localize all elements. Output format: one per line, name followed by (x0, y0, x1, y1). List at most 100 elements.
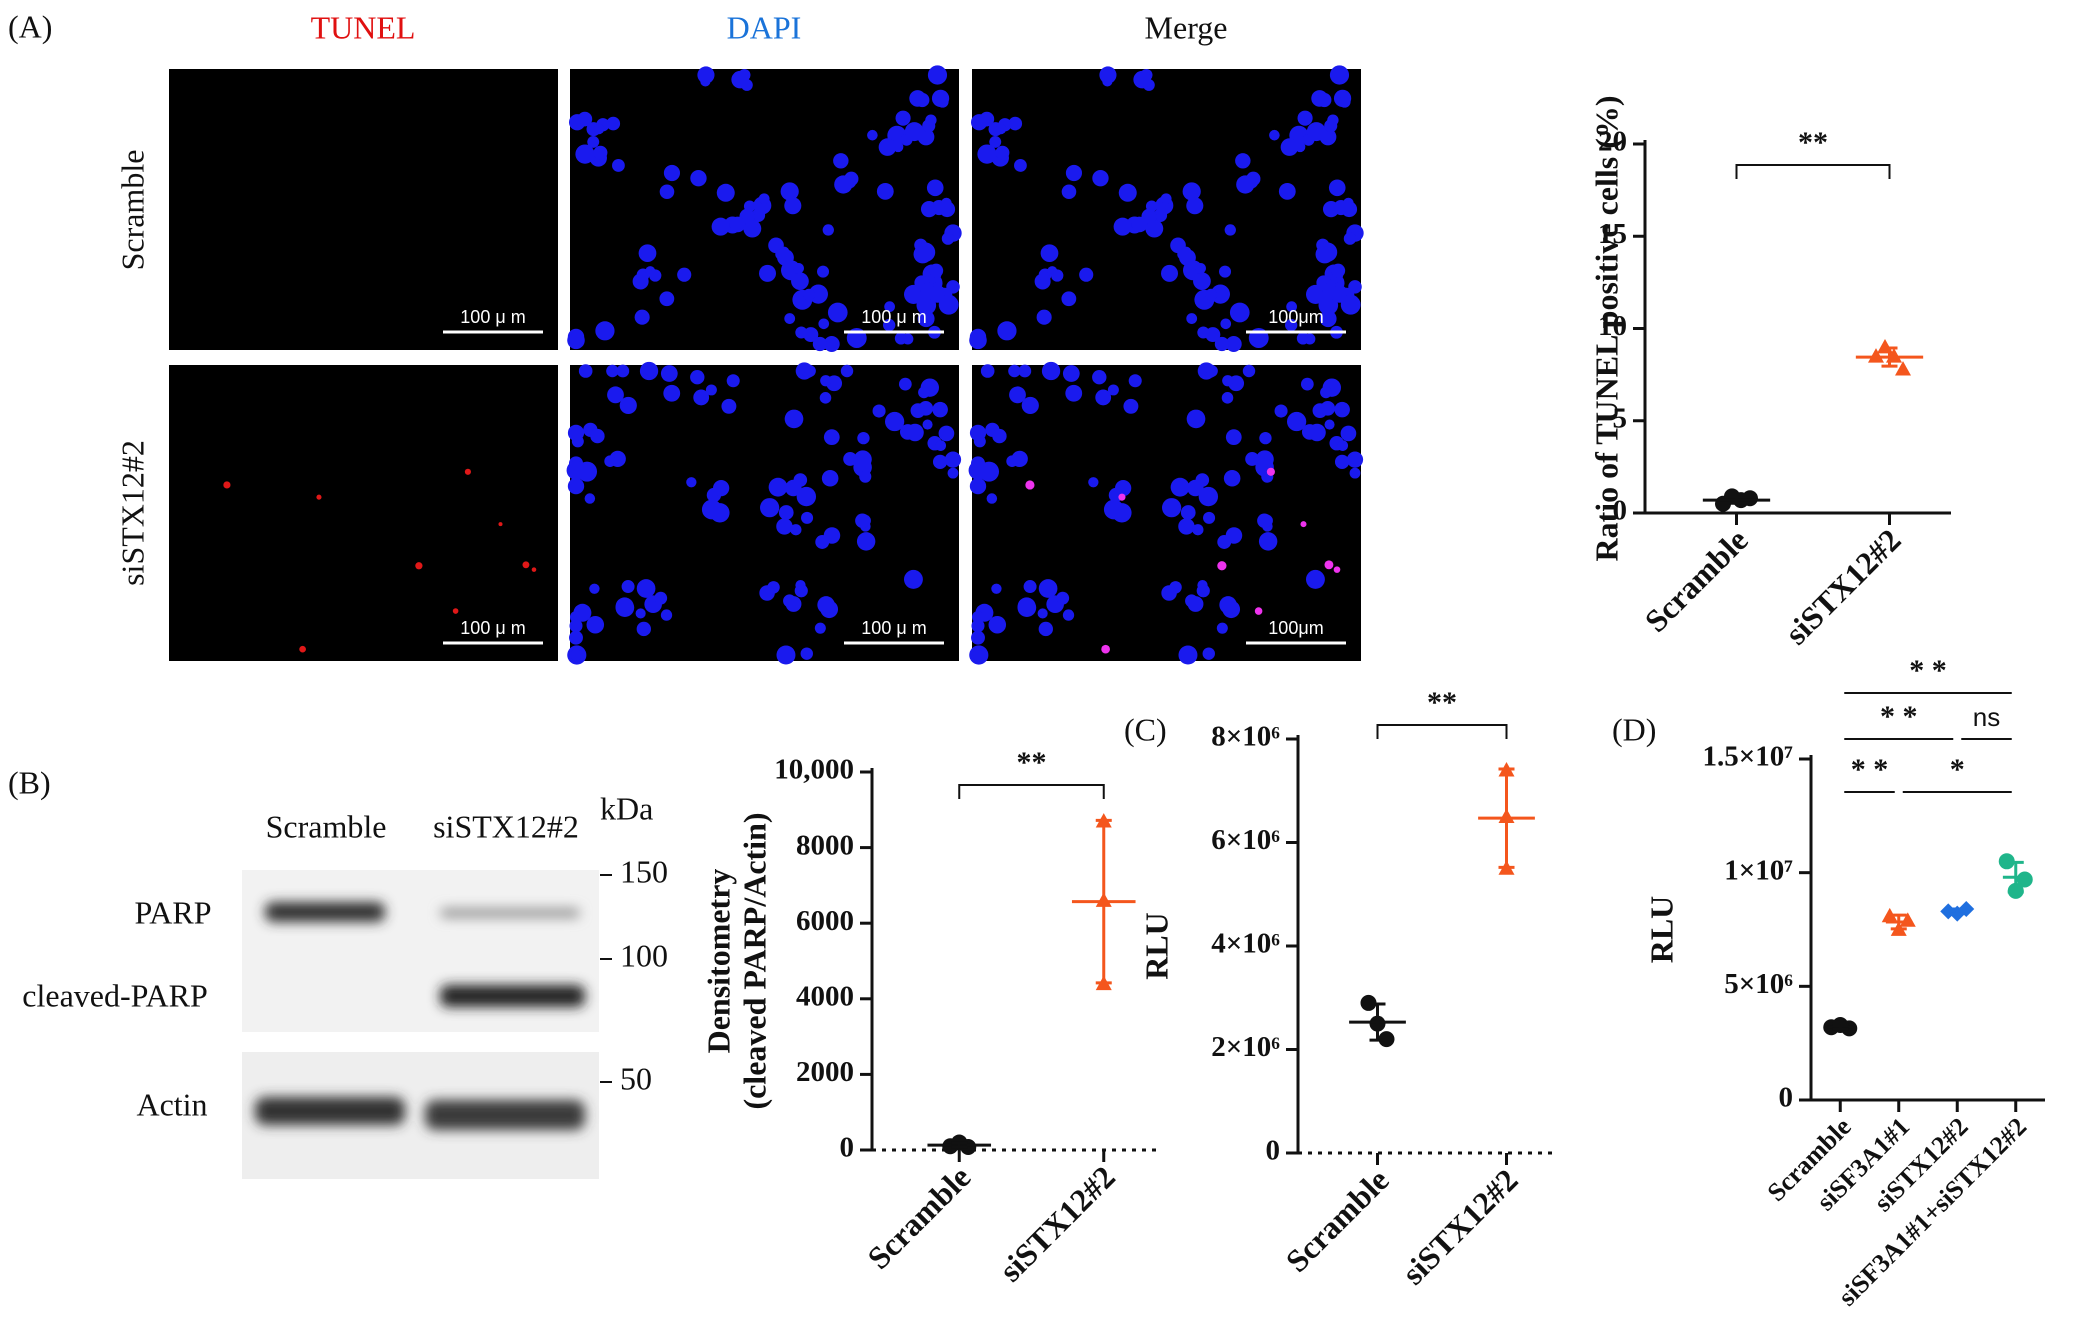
nucleus (659, 291, 675, 307)
nucleus (659, 184, 675, 200)
nucleus (711, 217, 730, 236)
data-point (1360, 994, 1377, 1011)
y-tick-label: 6×10⁶ (1211, 824, 1280, 856)
nucleus (1224, 224, 1236, 236)
significance-label: * * (1851, 753, 1889, 786)
nucleus (1258, 532, 1278, 551)
nucleus (969, 424, 987, 442)
nucleus (822, 224, 834, 236)
nucleus (1018, 364, 1032, 378)
merge-signal (1324, 560, 1334, 570)
scale-bar-label: 100 μ m (460, 307, 525, 327)
nucleus (1187, 479, 1204, 497)
nucleus (567, 424, 585, 442)
nucleus (1061, 291, 1077, 307)
nucleus (1222, 375, 1234, 387)
marker-label: 100 (620, 937, 668, 973)
nucleus (1225, 429, 1242, 446)
nucleus (820, 375, 832, 387)
nucleus (1046, 365, 1059, 377)
significance-bracket (1735, 164, 1891, 179)
nucleus (988, 615, 1007, 634)
significance-label: * (1950, 753, 1965, 786)
nucleus (1195, 262, 1206, 274)
nucleus (876, 182, 894, 200)
merge-signal (1101, 644, 1110, 654)
error-bar (1369, 1002, 1386, 1042)
nucleus (649, 269, 662, 282)
nucleus (1036, 309, 1052, 325)
band (425, 1100, 585, 1130)
nucleus (1329, 65, 1350, 85)
error-bar (1832, 1023, 1849, 1031)
nucleus (726, 374, 740, 388)
y-tick-label: 0 (1613, 495, 1628, 527)
nucleus (823, 335, 840, 353)
nucleus (1319, 128, 1337, 146)
nucleus (1300, 377, 1314, 391)
error-bar (1881, 346, 1898, 368)
nucleus (567, 477, 585, 495)
nucleus (1305, 569, 1325, 589)
nucleus (778, 505, 794, 520)
nucleus (587, 135, 600, 148)
nucleus (660, 609, 673, 621)
scale-bar-label: 100 μ m (460, 618, 525, 638)
nucleus (941, 232, 955, 245)
error-bar (1095, 818, 1112, 985)
nucleus (1180, 505, 1196, 520)
nucleus (818, 318, 830, 330)
nucleus (743, 219, 762, 238)
y-tick-label: 6000 (796, 905, 854, 937)
column-title: Merge (1145, 9, 1228, 45)
nucleus (927, 65, 948, 85)
nucleus (936, 95, 949, 108)
significance-label: ** (1427, 686, 1457, 719)
nucleus (971, 619, 985, 633)
nucleus (1257, 513, 1272, 528)
nucleus (784, 409, 804, 429)
y-tick-label: 0 (1266, 1135, 1281, 1167)
nucleus (1225, 335, 1242, 353)
nucleus (986, 493, 998, 504)
nucleus (1009, 386, 1026, 404)
nucleus (1328, 179, 1346, 197)
nucleus (808, 284, 828, 304)
nucleus (785, 596, 802, 612)
data-point (1881, 907, 1898, 923)
band-label: PARP (134, 894, 211, 930)
nucleus (578, 364, 593, 378)
nucleus (925, 114, 937, 126)
data-point (1742, 490, 1758, 507)
nucleus (1065, 164, 1083, 182)
nucleus (569, 611, 583, 624)
y-tick-label: 10 (1598, 310, 1627, 342)
tunel-signal (299, 645, 306, 653)
nucleus (947, 467, 959, 479)
nucleus (971, 114, 988, 131)
nucleus (636, 621, 651, 637)
error-bar (1890, 913, 1907, 931)
nucleus (1099, 66, 1117, 84)
nucleus (1118, 183, 1137, 202)
nucleus (1341, 201, 1358, 218)
nucleus (634, 309, 650, 325)
nucleus (660, 365, 678, 382)
nucleus (569, 630, 583, 645)
nucleus (823, 527, 841, 544)
nucleus (801, 511, 814, 524)
nucleus (971, 630, 985, 645)
nucleus (795, 580, 806, 591)
nucleus (606, 116, 621, 131)
nucleus (995, 145, 1010, 160)
nucleus (677, 267, 692, 282)
nucleus (1340, 425, 1357, 442)
y-tick-label: 5 (1613, 402, 1628, 434)
nucleus (1178, 518, 1195, 535)
nucleus (827, 302, 848, 323)
nucleus (939, 201, 956, 218)
y-axis-label: Ratio of TUNEL positive cells (%) (1588, 95, 1624, 561)
nucleus (1337, 440, 1349, 451)
nucleus (716, 183, 735, 202)
lane-label: siSTX12#2 (433, 808, 579, 844)
